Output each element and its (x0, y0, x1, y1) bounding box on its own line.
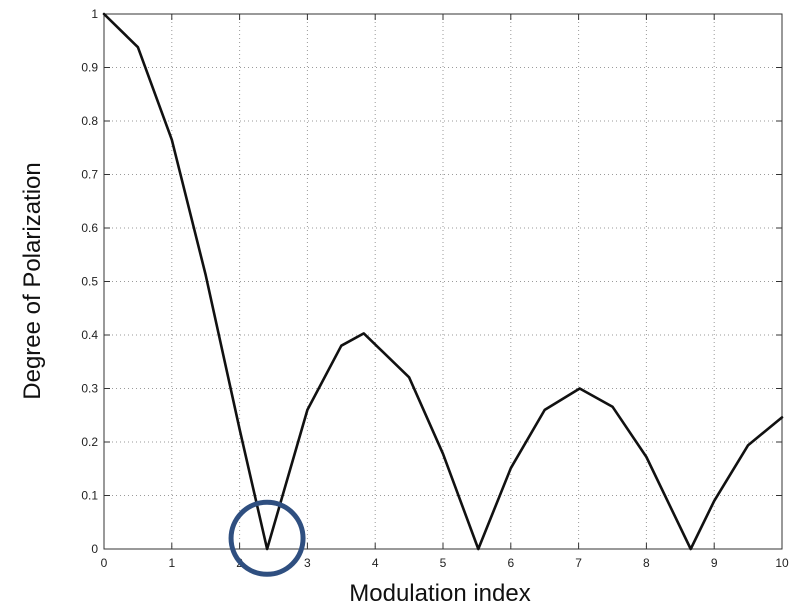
y-tick-label: 0.7 (81, 168, 98, 182)
x-tick-label: 9 (711, 556, 718, 570)
y-tick-label: 0.1 (81, 489, 98, 503)
x-axis-label: Modulation index (349, 580, 530, 605)
y-tick-label: 0.4 (81, 328, 98, 342)
y-tick-label: 0.9 (81, 61, 98, 75)
y-axis-label: Degree of Polarization (19, 162, 46, 399)
x-tick-label: 7 (575, 556, 582, 570)
x-tick-label: 4 (372, 556, 379, 570)
y-tick-label: 0.8 (81, 114, 98, 128)
x-tick-label: 0 (101, 556, 108, 570)
y-tick-label: 0.5 (81, 275, 98, 289)
x-tick-label: 8 (643, 556, 650, 570)
x-tick-label: 5 (440, 556, 447, 570)
y-tick-label: 0.3 (81, 382, 98, 396)
y-tick-label: 0 (91, 542, 98, 556)
x-tick-label: 10 (775, 556, 789, 570)
y-tick-label: 0.6 (81, 221, 98, 235)
y-tick-label: 1 (91, 7, 98, 21)
y-tick-label: 0.2 (81, 435, 98, 449)
x-tick-label: 1 (168, 556, 175, 570)
x-tick-label: 3 (304, 556, 311, 570)
x-tick-label: 6 (507, 556, 514, 570)
